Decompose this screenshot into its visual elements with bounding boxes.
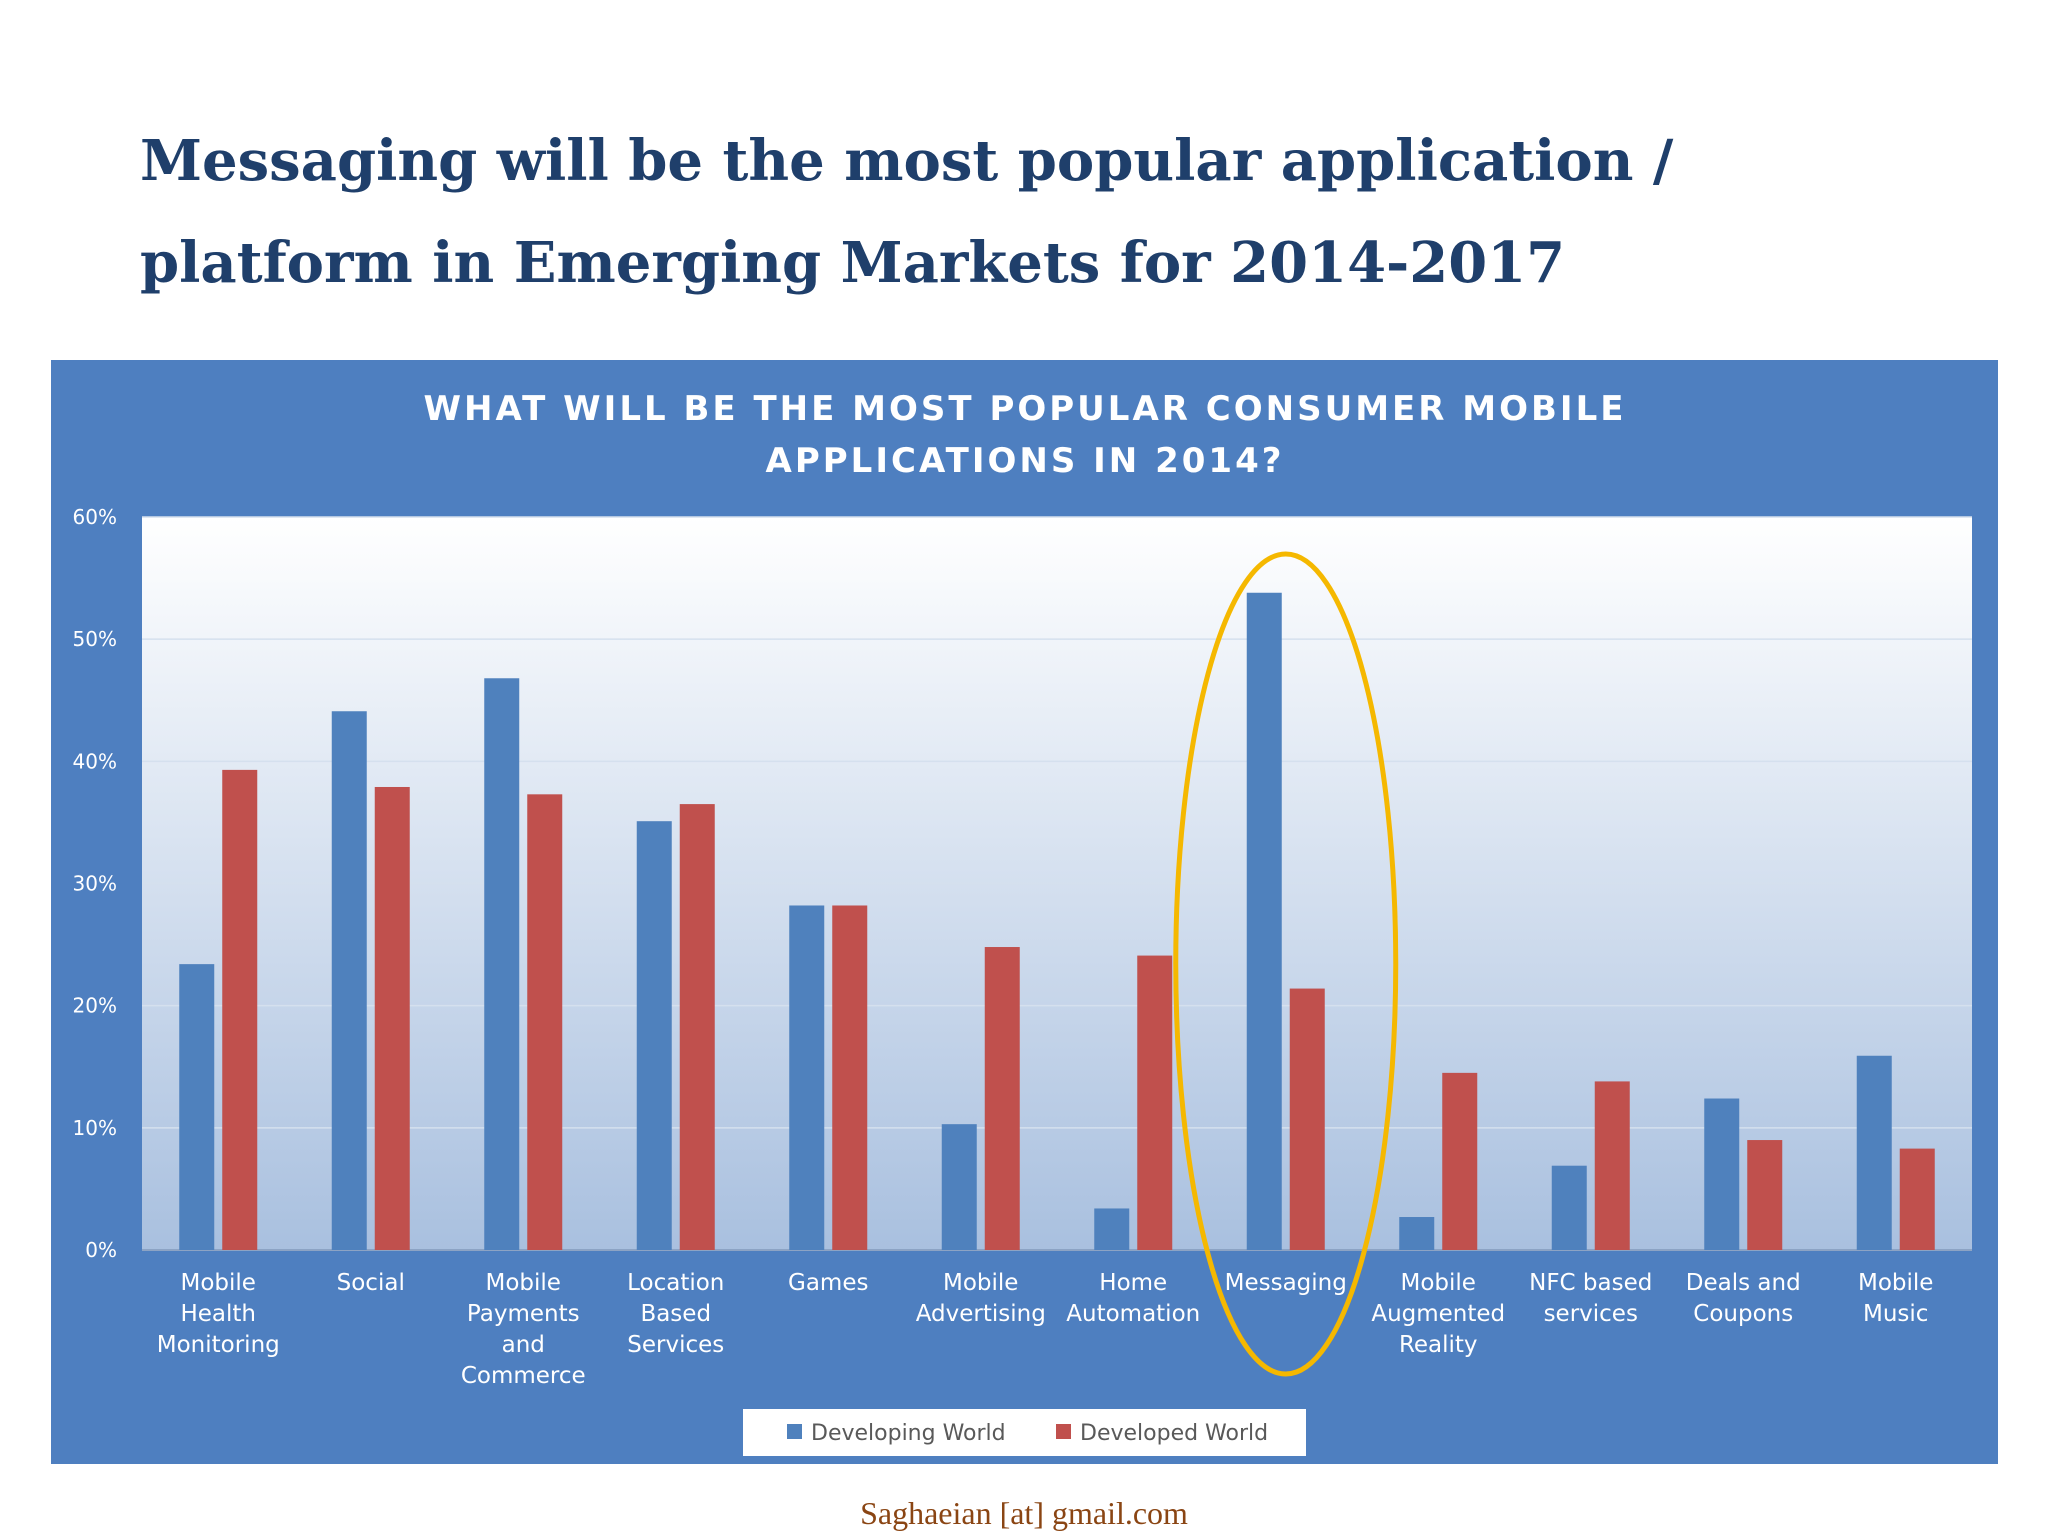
legend-swatch-developed bbox=[1056, 1424, 1071, 1439]
bar-developed bbox=[527, 794, 563, 1250]
x-tick-label: Mobile Advertising bbox=[916, 1270, 1046, 1327]
bar-developed bbox=[374, 786, 410, 1250]
y-tick-label: 60% bbox=[73, 505, 117, 529]
y-tick-label: 0% bbox=[85, 1238, 117, 1262]
y-axis: 0% 10% 20% 30% 40% 50% 60% bbox=[73, 505, 117, 1262]
bar-developing bbox=[179, 964, 215, 1250]
bar-developed bbox=[1442, 1072, 1478, 1250]
bar-developing bbox=[789, 905, 825, 1250]
bar-developed bbox=[984, 947, 1020, 1250]
x-tick-label: Location Based Services bbox=[627, 1270, 724, 1358]
y-tick-label: 20% bbox=[73, 994, 117, 1018]
bar-developing bbox=[484, 678, 520, 1250]
x-axis: Mobile Health Monitoring Social Mobile Paymen… bbox=[157, 1270, 1934, 1389]
chart-title-line-1: WHAT WILL BE THE MOST POPULAR CONSUMER M… bbox=[424, 389, 1627, 429]
bar-developing bbox=[1246, 592, 1282, 1250]
highlight-ellipse bbox=[1173, 551, 1399, 1377]
bar-developed bbox=[1289, 988, 1325, 1250]
y-tick-label: 40% bbox=[73, 749, 117, 773]
bar-developing bbox=[941, 1124, 977, 1250]
bar-developing bbox=[1856, 1055, 1892, 1250]
chart-frame: WHAT WILL BE THE MOST POPULAR CONSUMER M… bbox=[51, 360, 1998, 1464]
bar-developing bbox=[1094, 1208, 1130, 1250]
bar-developing bbox=[1551, 1165, 1587, 1250]
x-tick-label: Deals and Coupons bbox=[1686, 1270, 1801, 1327]
bar-developed bbox=[222, 769, 258, 1250]
y-tick-label: 30% bbox=[73, 872, 117, 896]
y-tick-label: 10% bbox=[73, 1116, 117, 1140]
legend-box bbox=[743, 1409, 1306, 1456]
x-tick-label: Messaging bbox=[1225, 1270, 1347, 1296]
bar-developing bbox=[331, 711, 367, 1250]
x-tick-label: Mobile Health Monitoring bbox=[157, 1270, 280, 1358]
bar-chart: WHAT WILL BE THE MOST POPULAR CONSUMER M… bbox=[73, 389, 1972, 1456]
legend-label-developed: Developed World bbox=[1080, 1421, 1268, 1446]
chart-title-line-2: APPLICATIONS IN 2014? bbox=[766, 441, 1285, 481]
x-tick-label: Home Automation bbox=[1066, 1270, 1200, 1327]
highlight bbox=[1173, 551, 1399, 1377]
bar-developed bbox=[1137, 955, 1173, 1250]
x-tick-label: NFC based services bbox=[1529, 1270, 1652, 1327]
y-tick-label: 50% bbox=[73, 627, 117, 651]
gridlines bbox=[142, 516, 1972, 1251]
slide-title: Messaging will be the most popular appli… bbox=[140, 110, 1900, 314]
bar-developing bbox=[636, 821, 672, 1250]
x-tick-label: Mobile Music bbox=[1858, 1270, 1933, 1327]
bar-developing bbox=[1704, 1098, 1740, 1250]
x-tick-label: Mobile Payments and Commerce bbox=[461, 1270, 586, 1389]
x-tick-label: Mobile Augmented Reality bbox=[1371, 1270, 1505, 1358]
legend-label-developing: Developing World bbox=[811, 1421, 1006, 1446]
bar-developed bbox=[679, 804, 715, 1250]
bar-developed bbox=[832, 905, 868, 1250]
slide-title-line-2: platform in Emerging Markets for 2014-20… bbox=[140, 230, 1566, 296]
bars bbox=[179, 592, 1935, 1250]
bar-developed bbox=[1747, 1140, 1783, 1250]
bar-developed bbox=[1899, 1148, 1935, 1250]
footer-email: Saghaeian [at] gmail.com bbox=[860, 1495, 1188, 1531]
x-tick-label: Games bbox=[788, 1270, 868, 1296]
bar-developed bbox=[1594, 1081, 1630, 1250]
legend: Developing World Developed World bbox=[743, 1409, 1306, 1456]
x-tick-label: Social bbox=[337, 1270, 405, 1296]
slide-title-line-1: Messaging will be the most popular appli… bbox=[140, 128, 1674, 194]
bar-developing bbox=[1399, 1217, 1435, 1250]
chart-title: WHAT WILL BE THE MOST POPULAR CONSUMER M… bbox=[424, 389, 1627, 481]
legend-swatch-developing bbox=[787, 1424, 802, 1439]
